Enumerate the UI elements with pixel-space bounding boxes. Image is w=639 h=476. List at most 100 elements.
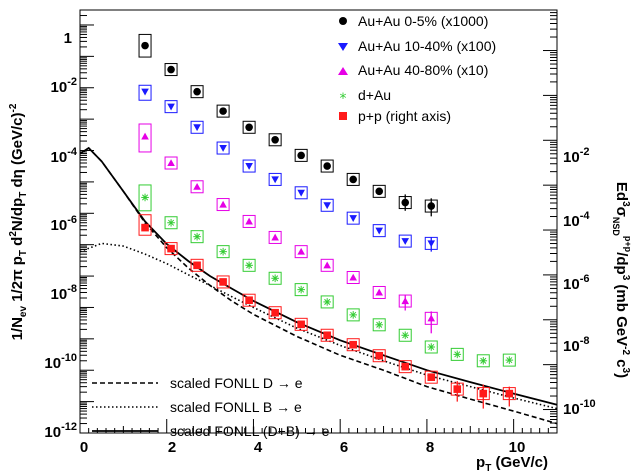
marker [349,340,357,349]
y-right-tick-label-e-2: 10-2 [563,146,589,166]
sys-box [268,172,282,186]
marker-stroke [324,298,331,305]
point-4-5 [268,306,282,320]
ticks [79,9,558,434]
marker-stroke [350,311,357,318]
point-2-6 [294,245,308,259]
sys-box [372,318,386,332]
point-3-9 [372,318,386,332]
marker [219,107,227,115]
sys-box [320,258,334,272]
sys-box [450,347,464,361]
point-1-0 [138,84,152,101]
x-tick-label-2: 2 [168,439,176,456]
point-3-3 [216,245,230,259]
point-0-6 [294,148,308,162]
y-tick-label-e-12: 10-12 [44,421,77,441]
marker [427,240,436,248]
sys-box [138,84,152,101]
legend-label-fonll-b: scaled FONLL B → e [170,399,302,415]
sys-box [242,214,256,228]
sys-box [294,283,308,297]
y-tick-label-e-6: 10-6 [51,214,77,234]
marker [349,273,357,281]
marker [375,227,384,235]
sys-box [216,141,230,155]
x-tick-label-8: 8 [426,439,434,456]
point-3-2 [190,230,204,244]
marker [141,88,149,96]
y-tick-label-e-10: 10-10 [44,352,77,372]
point-4-1 [164,242,178,256]
marker [349,175,357,184]
legend-label-auau-0-5: Au+Au 0-5% (x1000) [358,13,488,29]
marker [505,389,514,398]
marker [167,65,175,74]
point-2-11 [424,311,438,334]
point-1-3 [216,141,230,155]
y-right-axis-title: Ed3σNSDp+p/dp3 (mb GeV-2 c3) [611,182,633,378]
sys-box [398,234,412,248]
marker [245,296,253,305]
marker [245,163,253,170]
sys-box [346,172,360,186]
sys-box [294,148,308,162]
sys-box [294,245,308,259]
sys-box [190,258,204,272]
legend-bottom: scaled FONLL D → e scaled FONLL B → e sc… [92,375,330,439]
point-4-4 [242,293,256,307]
sys-box [372,285,386,299]
legend-label-auau-40-80: Au+Au 40-80% (x10) [358,62,488,78]
sys-box [320,198,334,212]
legend-label-fonll-db: scaled FONLL (D+B) → e [170,423,330,439]
marker [427,314,436,322]
marker [401,198,410,207]
marker-stroke [428,343,435,351]
point-2-0 [138,123,152,153]
sys-box [138,214,152,236]
sys-box [164,63,178,77]
legend-label-dau: d+Au [358,87,391,103]
marker [245,123,253,132]
sys-box [242,293,256,307]
sys-box [138,184,152,212]
curve-1 [79,242,558,410]
point-4-14 [502,386,516,407]
sys-box [164,216,178,230]
sys-box [268,230,282,244]
marker [271,135,279,144]
marker [375,288,384,296]
legend-marker-auau-10-40 [338,43,348,51]
y-tick-label-e-2: 10-2 [51,76,77,96]
point-4-8 [346,338,360,352]
legend-marker-auau-40-80 [338,67,348,75]
point-3-14 [502,353,516,367]
point-0-3 [216,104,230,118]
marker-stroke [272,275,279,282]
point-1-10 [398,234,412,248]
marker [297,189,305,197]
marker [323,331,331,340]
point-4-11 [424,370,438,384]
point-2-10 [398,294,412,311]
sys-box [346,308,360,322]
point-2-4 [242,214,256,228]
sys-box [190,85,204,99]
marker [219,200,227,208]
y-right-tick-label-e-8: 10-8 [563,335,589,355]
point-4-10 [398,360,412,374]
marker [193,124,201,132]
marker [141,132,149,140]
point-4-7 [320,328,334,342]
sys-box [216,275,230,289]
legend-marker-auau-0-5 [339,17,347,25]
sys-box [372,184,386,198]
marker [479,389,488,398]
sys-box [268,306,282,320]
point-3-4 [242,258,256,272]
sys-box [268,271,282,285]
marker-stroke [246,262,253,269]
y-tick-label-e-8: 10-8 [51,283,77,303]
point-1-6 [294,186,308,200]
marker [141,223,149,232]
